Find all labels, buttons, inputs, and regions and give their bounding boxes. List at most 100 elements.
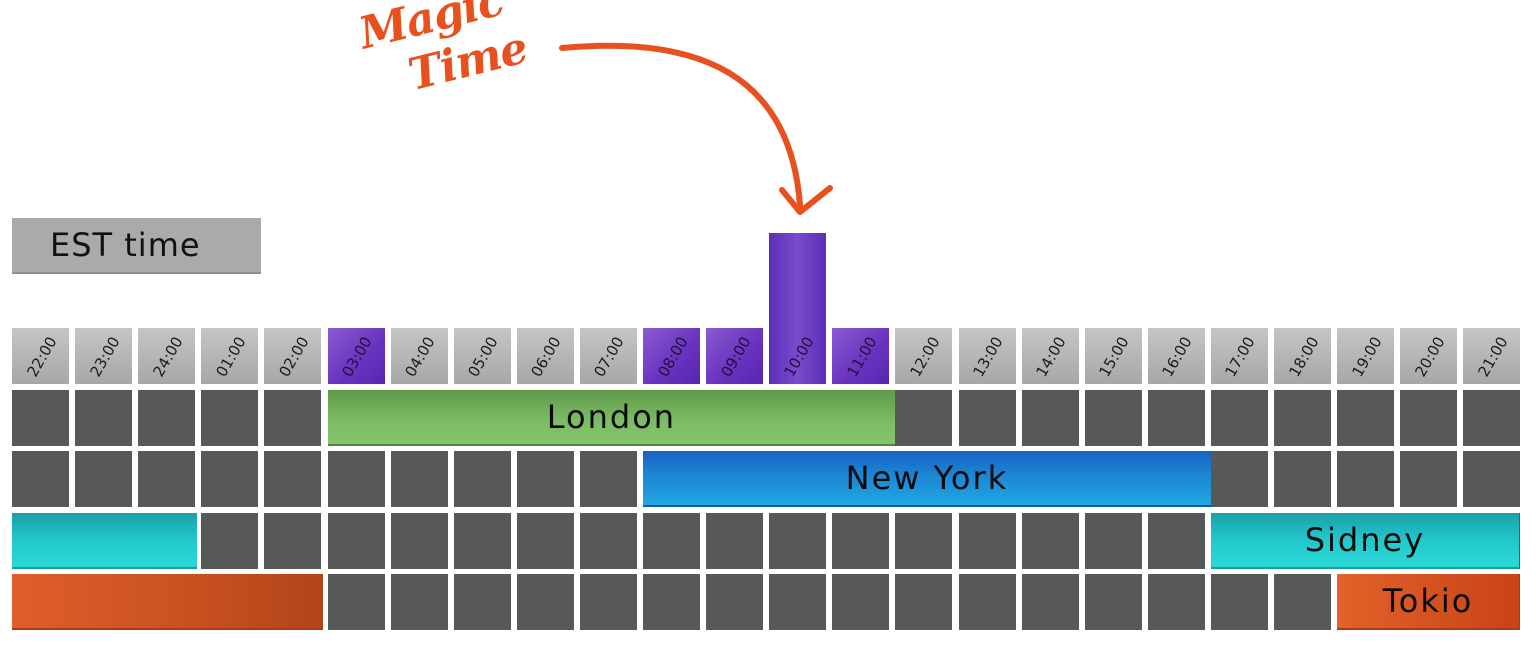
grid-cell — [75, 390, 133, 446]
hour-label: 03:00 — [338, 333, 376, 380]
session-london: London — [327, 390, 896, 446]
grid-cell — [769, 513, 827, 569]
grid-cell — [201, 390, 259, 446]
hour-cell-1000: 10:00 — [769, 233, 827, 384]
grid-cell — [75, 451, 133, 507]
grid-cell — [1147, 390, 1205, 446]
hour-label: 12:00 — [906, 333, 944, 380]
hour-cell-2000: 20:00 — [1400, 328, 1458, 384]
grid-cell — [643, 574, 700, 630]
grid-cell — [579, 574, 637, 630]
grid-cell — [1021, 574, 1079, 630]
session-new-york-label: New York — [845, 459, 1009, 497]
grid-cell — [832, 513, 890, 569]
hour-label: 15:00 — [1095, 333, 1133, 380]
grid-cell — [1274, 390, 1331, 446]
grid-cell — [958, 390, 1016, 446]
hour-label: 04:00 — [401, 333, 439, 380]
hour-label: 08:00 — [653, 333, 692, 380]
grid-cell — [1084, 390, 1142, 446]
hour-label: 10:00 — [780, 333, 818, 380]
grid-cell — [579, 513, 637, 569]
hour-cell-0300: 03:00 — [327, 328, 385, 384]
grid-cell — [1337, 451, 1395, 507]
grid-cell — [1400, 390, 1458, 446]
grid-cell — [516, 451, 574, 507]
hour-cell-0700: 07:00 — [579, 328, 637, 384]
hour-label: 21:00 — [1474, 333, 1512, 380]
grid-cell — [895, 390, 953, 446]
grid-cell — [264, 451, 322, 507]
grid-cell — [1147, 574, 1205, 630]
hour-cell-0600: 06:00 — [516, 328, 574, 384]
grid-cell — [1021, 513, 1079, 569]
grid-cell — [895, 574, 953, 630]
arrow-head — [779, 185, 833, 215]
session-sidney: Sidney — [1210, 513, 1519, 569]
grid-cell — [12, 451, 69, 507]
grid-cell — [958, 513, 1016, 569]
hour-label: 13:00 — [969, 333, 1007, 380]
hour-label: 18:00 — [1284, 333, 1323, 380]
hour-label: 11:00 — [843, 333, 881, 380]
grid-cell — [264, 513, 322, 569]
grid-cell — [643, 513, 700, 569]
grid-cell — [453, 574, 511, 630]
session-sidney-label: Sidney — [1304, 521, 1426, 559]
hour-label: 09:00 — [717, 333, 755, 380]
hour-cell-1900: 19:00 — [1337, 328, 1395, 384]
grid-cell — [201, 513, 259, 569]
hour-cell-2200: 22:00 — [12, 328, 69, 384]
hour-cell-0100: 01:00 — [201, 328, 259, 384]
grid-cell — [1400, 451, 1458, 507]
hour-cell-0400: 04:00 — [390, 328, 448, 384]
grid-cell — [1210, 574, 1268, 630]
hour-label: 17:00 — [1221, 333, 1260, 380]
grid-cell — [769, 574, 827, 630]
hour-cell-0200: 02:00 — [264, 328, 322, 384]
grid-cell — [327, 574, 385, 630]
hour-label: 22:00 — [22, 333, 61, 380]
grid-cell — [706, 513, 764, 569]
hour-cell-1600: 16:00 — [1147, 328, 1205, 384]
hour-cell-2300: 23:00 — [75, 328, 133, 384]
grid-cell — [1210, 390, 1268, 446]
hour-cell-0500: 05:00 — [453, 328, 511, 384]
grid-cell — [201, 451, 259, 507]
hour-label: 16:00 — [1158, 333, 1196, 380]
grid-cell — [12, 390, 69, 446]
grid-cell — [264, 390, 322, 446]
grid-cell — [1021, 390, 1079, 446]
grid-cell — [138, 451, 196, 507]
grid-cell — [1147, 513, 1205, 569]
session-tokio-label: Tokio — [1382, 582, 1474, 620]
hour-cell-2400: 24:00 — [138, 328, 196, 384]
hour-cell-1500: 15:00 — [1084, 328, 1142, 384]
arrow-curve — [559, 42, 803, 208]
session-new-york: New York — [643, 451, 1211, 507]
session-tokio-wrap — [12, 574, 324, 630]
hour-label: 19:00 — [1348, 333, 1386, 380]
hour-label: 01:00 — [212, 333, 250, 380]
hour-cell-1300: 13:00 — [958, 328, 1016, 384]
est-time-label: EST time — [12, 218, 261, 274]
grid-cell — [390, 574, 448, 630]
hour-cell-1100: 11:00 — [832, 328, 890, 384]
grid-cell — [958, 574, 1016, 630]
grid-cell — [138, 390, 196, 446]
hour-cell-1700: 17:00 — [1210, 328, 1268, 384]
grid-cell — [1210, 451, 1268, 507]
grid-cell — [327, 513, 385, 569]
hour-label: 23:00 — [86, 333, 124, 380]
session-tokio: Tokio — [1337, 574, 1519, 630]
grid-cell — [516, 513, 574, 569]
grid-cell — [1337, 390, 1395, 446]
hour-cell-2100: 21:00 — [1463, 328, 1521, 384]
grid-cell — [1274, 451, 1331, 507]
grid-cell — [1084, 513, 1142, 569]
session-london-label: London — [546, 398, 677, 436]
hour-label: 02:00 — [275, 333, 313, 380]
grid-cell — [390, 513, 448, 569]
hour-label: 06:00 — [527, 333, 565, 380]
